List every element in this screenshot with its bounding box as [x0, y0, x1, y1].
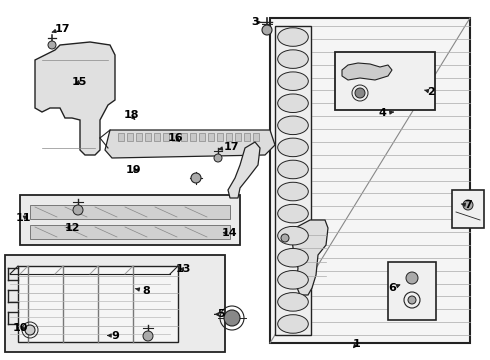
Bar: [190, 133, 196, 141]
Circle shape: [262, 25, 272, 35]
Text: 19: 19: [125, 165, 141, 175]
Text: 1: 1: [353, 339, 361, 349]
Ellipse shape: [278, 182, 308, 201]
Circle shape: [355, 88, 365, 98]
Text: 8: 8: [135, 286, 150, 296]
Text: 14: 14: [221, 228, 237, 238]
Bar: [244, 133, 250, 141]
Circle shape: [73, 205, 83, 215]
Ellipse shape: [278, 160, 308, 179]
Bar: [253, 133, 259, 141]
Bar: [154, 133, 160, 141]
Text: 17: 17: [52, 24, 71, 34]
Circle shape: [191, 173, 201, 183]
Text: 15: 15: [72, 77, 87, 87]
Bar: [199, 133, 205, 141]
Bar: [20, 195, 240, 245]
Text: 6: 6: [388, 283, 400, 293]
Bar: [208, 133, 214, 141]
Ellipse shape: [278, 271, 308, 289]
Text: 2: 2: [424, 87, 435, 97]
Ellipse shape: [278, 72, 308, 90]
Text: 16: 16: [168, 132, 183, 143]
Bar: [181, 133, 187, 141]
Text: 18: 18: [123, 110, 139, 120]
Text: 13: 13: [176, 264, 192, 274]
Polygon shape: [228, 142, 260, 198]
Circle shape: [224, 310, 240, 326]
Bar: [275, 26, 311, 335]
Polygon shape: [105, 130, 275, 158]
Circle shape: [463, 200, 473, 210]
Text: 5: 5: [215, 309, 225, 319]
Circle shape: [281, 234, 289, 242]
Text: 9: 9: [108, 330, 119, 341]
Bar: [18, 266, 178, 342]
Bar: [136, 133, 142, 141]
Ellipse shape: [278, 28, 308, 46]
Ellipse shape: [278, 116, 308, 135]
Circle shape: [48, 41, 56, 49]
Text: 3: 3: [251, 17, 262, 27]
Text: 10: 10: [13, 323, 28, 333]
Ellipse shape: [278, 204, 308, 223]
Polygon shape: [292, 220, 328, 295]
Polygon shape: [342, 63, 392, 80]
Bar: [217, 133, 223, 141]
Text: 11: 11: [16, 213, 31, 223]
Circle shape: [143, 331, 153, 341]
Bar: [388, 262, 436, 320]
Text: 7: 7: [461, 200, 472, 210]
Ellipse shape: [278, 50, 308, 68]
Bar: [172, 133, 178, 141]
Circle shape: [406, 272, 418, 284]
Bar: [30, 225, 230, 239]
Bar: [127, 133, 133, 141]
Circle shape: [214, 154, 222, 162]
Circle shape: [25, 325, 35, 335]
Text: 17: 17: [219, 142, 239, 152]
Ellipse shape: [278, 315, 308, 333]
Bar: [226, 133, 232, 141]
Text: 4: 4: [378, 108, 393, 118]
Ellipse shape: [278, 138, 308, 157]
Bar: [145, 133, 151, 141]
Bar: [335, 52, 435, 110]
Ellipse shape: [278, 293, 308, 311]
Bar: [452, 190, 484, 228]
Bar: [235, 133, 241, 141]
Bar: [163, 133, 169, 141]
Bar: [118, 133, 124, 141]
Text: 12: 12: [65, 222, 80, 233]
Bar: [30, 205, 230, 219]
Ellipse shape: [278, 248, 308, 267]
Circle shape: [408, 296, 416, 304]
Ellipse shape: [278, 226, 308, 245]
Ellipse shape: [278, 94, 308, 113]
Bar: [270, 18, 470, 343]
Polygon shape: [35, 42, 115, 155]
Bar: [5, 255, 225, 352]
